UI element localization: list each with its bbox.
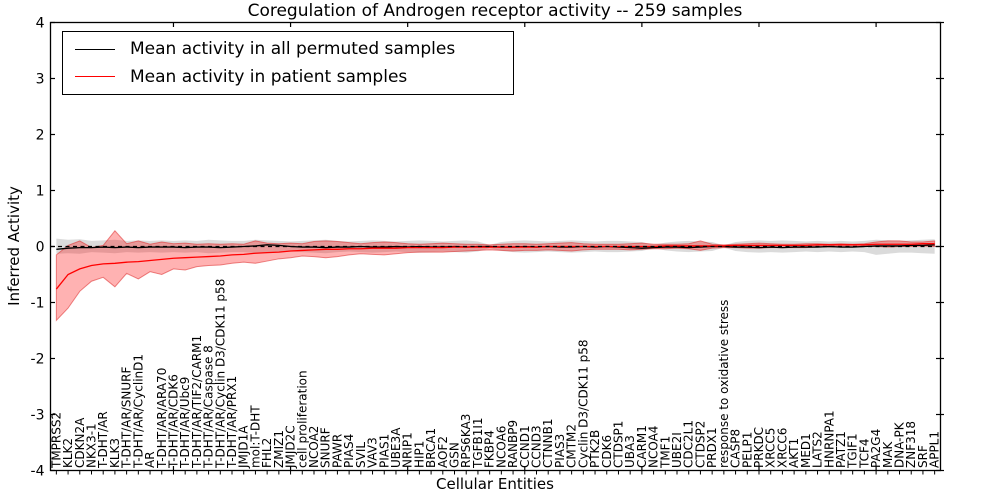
x-category-label: CDKN2A — [73, 417, 87, 468]
x-category-label: TMPRSS2 — [49, 412, 63, 469]
x-category-label: UBA3 — [623, 435, 637, 468]
x-category-label: T-DHT/AR — [96, 411, 110, 469]
legend-item-patient: Mean activity in patient samples — [75, 67, 513, 87]
y-tick-label: 1 — [36, 184, 45, 200]
y-tick-label: -3 — [31, 408, 45, 424]
x-category-label: PIAS1 — [377, 434, 391, 468]
x-category-label: NCOA4 — [647, 426, 661, 468]
legend-item-permuted: Mean activity in all permuted samples — [75, 39, 513, 59]
x-category-label: JMJD1A — [237, 425, 251, 469]
x-category-label: T-DHT/AR/PRX1 — [225, 376, 239, 469]
x-category-label: CARM1 — [635, 425, 649, 468]
x-category-label: Cyclin D3/CDK11 p58 — [576, 339, 590, 468]
y-tick-label: -4 — [31, 464, 45, 480]
x-category-label: SRF — [916, 445, 930, 468]
x-category-label: PELP1 — [740, 432, 754, 468]
x-category-label: CTNNB1 — [541, 418, 555, 468]
x-category-label: PAWR — [330, 434, 344, 468]
x-category-label: RANBP9 — [506, 420, 520, 468]
x-category-label: T-DHT/AR/SNURF — [120, 367, 134, 470]
x-category-label: KLK2 — [61, 438, 75, 468]
x-category-label: mol:T-DHT — [248, 405, 262, 468]
x-category-label: VAV3 — [366, 437, 380, 468]
x-category-label: BRCA1 — [424, 428, 438, 468]
x-category-label: T-DHT/AR/ARA70 — [155, 368, 169, 469]
x-category-label: CTDSP1 — [611, 421, 625, 468]
x-category-label: PATZ1 — [834, 431, 848, 468]
x-category-label: FKBP4 — [483, 430, 497, 468]
x-category-label: CMTM2 — [565, 424, 579, 468]
x-category-label: JMJD2C — [284, 425, 298, 469]
x-category-label: ZMIZ1 — [272, 430, 286, 468]
patient-confidence-band — [55, 230, 936, 322]
x-axis-label: Cellular Entities — [436, 475, 554, 493]
y-axis-label: Inferred Activity — [5, 186, 23, 306]
x-category-label: PIAS4 — [342, 434, 356, 468]
y-tick-label: 2 — [36, 128, 45, 144]
y-tick-label: 0 — [36, 240, 45, 256]
legend-label-permuted: Mean activity in all permuted samples — [130, 39, 456, 60]
legend-label-patient: Mean activity in patient samples — [130, 66, 408, 87]
x-category-label: UBE3A — [389, 427, 403, 468]
x-category-label: PA2G4 — [869, 429, 883, 468]
x-category-label: T-DHT/AR/Cyclin D3/CDK11 p58 — [213, 279, 227, 469]
x-category-label: TGIF1 — [846, 433, 860, 469]
x-category-label: T-DHT/AR/TIF2/CARM1 — [190, 335, 204, 469]
x-category-label: UBE2I — [670, 432, 684, 468]
x-category-label: NKX3-1 — [84, 423, 98, 468]
x-category-label: TMF1 — [658, 436, 672, 469]
x-category-label: NCOA6 — [494, 426, 508, 468]
x-category-label: XRCC6 — [775, 428, 789, 468]
y-tick-label: 4 — [36, 16, 45, 32]
x-category-label: TCF4 — [857, 438, 871, 469]
x-category-label: NRIP1 — [401, 432, 415, 468]
x-category-label: T-DHT/AR/Ubc9 — [178, 377, 192, 469]
x-category-label: PIAS3 — [553, 434, 567, 468]
x-category-label: cell proliferation — [295, 370, 309, 468]
x-category-label: CDC2L1 — [682, 420, 696, 468]
x-category-label: APPL1 — [928, 431, 942, 468]
x-category-label: AKT1 — [787, 438, 801, 468]
x-category-label: CDK6 — [600, 435, 614, 468]
patient-line-swatch — [75, 76, 115, 78]
x-category-label: SVIL — [354, 442, 368, 468]
x-category-label: XRCC5 — [764, 428, 778, 468]
x-category-label: RPS6KA3 — [459, 414, 473, 468]
x-category-label: PTK2B — [588, 430, 602, 468]
x-category-label: PRKDC — [752, 427, 766, 468]
x-category-label: T-DHT/AR/Caspase 8 — [202, 345, 216, 469]
permuted-line-swatch — [75, 48, 115, 50]
x-category-label: CTDSP2 — [693, 421, 707, 468]
x-category-label: KLK3 — [108, 438, 122, 468]
x-category-label: CASP8 — [729, 429, 743, 468]
x-category-label: T-DHT/AR/CyclinD1 — [131, 354, 145, 469]
x-category-label: FHL2 — [260, 438, 274, 468]
legend: Mean activity in all permuted samples Me… — [62, 31, 514, 95]
x-category-label: CCND3 — [529, 425, 543, 468]
x-category-label: AOF2 — [436, 436, 450, 468]
x-category-label: ZNF318 — [904, 421, 918, 468]
x-category-label: HNRNPA1 — [822, 410, 836, 468]
x-category-label: NCOA2 — [307, 426, 321, 468]
x-category-label: TGFB1I1 — [471, 417, 485, 469]
x-category-label: LATS2 — [811, 431, 825, 468]
y-tick-label: -1 — [31, 296, 45, 312]
chart-title: Coregulation of Androgen receptor activi… — [247, 1, 743, 21]
x-category-label: SNURF — [319, 427, 333, 468]
x-category-label: GSN — [448, 442, 462, 468]
x-category-label: MAK — [881, 440, 895, 468]
x-category-label: T-DHT/AR/CDK6 — [166, 374, 180, 469]
x-category-label: HIP1 — [412, 441, 426, 468]
x-category-label: DNA-PK — [893, 421, 907, 468]
x-category-label: AR — [143, 451, 157, 468]
y-tick-label: -2 — [31, 352, 45, 368]
x-category-label: PRDX1 — [705, 427, 719, 468]
x-category-label: CCND1 — [518, 425, 532, 468]
y-tick-label: 3 — [36, 72, 45, 88]
x-category-label: MED1 — [799, 433, 813, 468]
x-category-label: response to oxidative stress — [717, 300, 731, 468]
